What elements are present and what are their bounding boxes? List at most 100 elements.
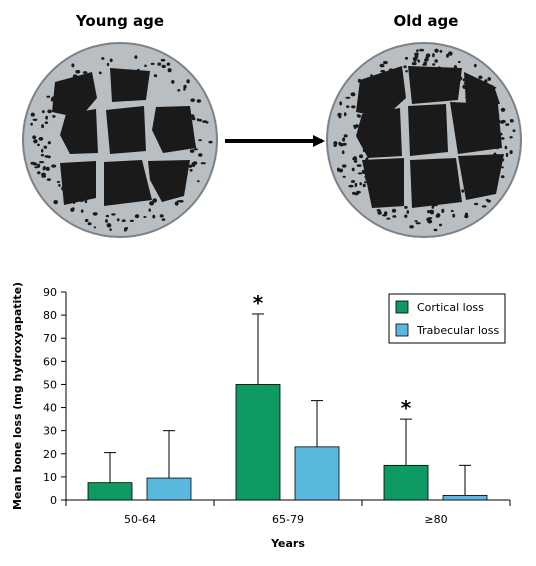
pore — [149, 201, 155, 206]
pore — [46, 178, 52, 181]
pore — [101, 57, 105, 60]
pore — [33, 139, 38, 144]
legend-label-trabecular: Trabecular loss — [416, 324, 499, 337]
pore — [190, 98, 195, 102]
pore — [152, 214, 156, 219]
pore — [504, 145, 508, 150]
y-tick-label: 50 — [43, 378, 57, 391]
pore — [486, 199, 491, 203]
legend-swatch-trabecular — [395, 323, 409, 337]
pore — [404, 56, 409, 60]
pore — [415, 222, 421, 225]
pore — [359, 154, 364, 159]
bar — [442, 494, 488, 501]
significance-asterisk: * — [401, 396, 412, 420]
y-tick-label: 90 — [43, 286, 57, 299]
pore — [392, 215, 397, 218]
pore — [160, 58, 166, 62]
pore — [41, 124, 44, 129]
pore — [430, 211, 434, 215]
pore — [34, 166, 38, 169]
x-tick-label: ≥80 — [424, 513, 447, 526]
pore — [75, 69, 81, 74]
pore — [196, 118, 200, 122]
pore — [432, 63, 436, 66]
pore — [87, 222, 92, 226]
pore — [193, 148, 198, 151]
bar — [383, 464, 429, 501]
pore — [197, 180, 200, 183]
x-axis-label: Years — [270, 537, 305, 550]
pore — [58, 183, 61, 187]
pore — [30, 122, 33, 126]
pore — [441, 208, 445, 213]
bar — [294, 446, 340, 501]
pore — [45, 166, 50, 171]
pore — [341, 150, 345, 155]
pore — [364, 181, 367, 184]
pore — [416, 49, 419, 53]
pore — [171, 80, 175, 84]
y-tick-label: 10 — [43, 471, 57, 484]
pore — [121, 219, 126, 222]
pore — [45, 115, 48, 120]
pore — [109, 58, 113, 63]
pore — [405, 70, 408, 73]
y-tick-label: 60 — [43, 355, 57, 368]
pore — [461, 189, 465, 193]
pore — [432, 53, 435, 58]
significance-asterisk: * — [253, 291, 264, 315]
pore — [56, 180, 61, 183]
x-tick-label: 65-79 — [272, 513, 304, 526]
pore — [150, 62, 155, 65]
pore — [191, 117, 196, 121]
pore — [391, 208, 397, 213]
pore — [351, 105, 356, 109]
pore — [105, 219, 108, 223]
pore — [53, 200, 58, 205]
pore — [377, 210, 382, 215]
old-bone-trabeculae — [356, 66, 504, 208]
pore — [464, 212, 469, 216]
pore — [41, 148, 44, 153]
pore — [161, 218, 166, 221]
pore — [359, 182, 363, 186]
pore — [380, 69, 386, 73]
pore — [505, 123, 510, 126]
pore — [32, 135, 37, 140]
pore — [208, 140, 213, 144]
pore — [406, 210, 410, 214]
pore — [337, 167, 340, 172]
pore — [333, 141, 338, 146]
pore — [478, 75, 483, 80]
bone-illustration — [22, 42, 522, 238]
pore — [500, 119, 506, 124]
legend: Cortical loss Trabecular loss — [388, 293, 506, 344]
pore — [116, 218, 120, 222]
pore — [404, 205, 408, 209]
pore — [341, 164, 347, 168]
pore — [339, 142, 344, 147]
pore — [346, 105, 350, 108]
pore — [384, 211, 388, 216]
pore — [411, 62, 417, 66]
pore — [71, 63, 75, 68]
pore — [379, 63, 385, 68]
pore — [348, 184, 354, 188]
pore — [177, 200, 182, 203]
pore — [386, 217, 391, 220]
pore — [434, 59, 439, 63]
pore — [52, 115, 56, 118]
young-bone-trabeculae — [52, 68, 196, 206]
pore — [159, 214, 164, 218]
pore — [82, 71, 88, 74]
pore — [501, 166, 504, 169]
bars — [87, 384, 488, 501]
pore — [51, 164, 57, 168]
pore — [205, 121, 209, 124]
pore — [353, 124, 357, 129]
pore — [452, 213, 456, 218]
pore — [41, 172, 46, 177]
pore — [354, 182, 358, 188]
legend-label-cortical: Cortical loss — [417, 301, 484, 314]
